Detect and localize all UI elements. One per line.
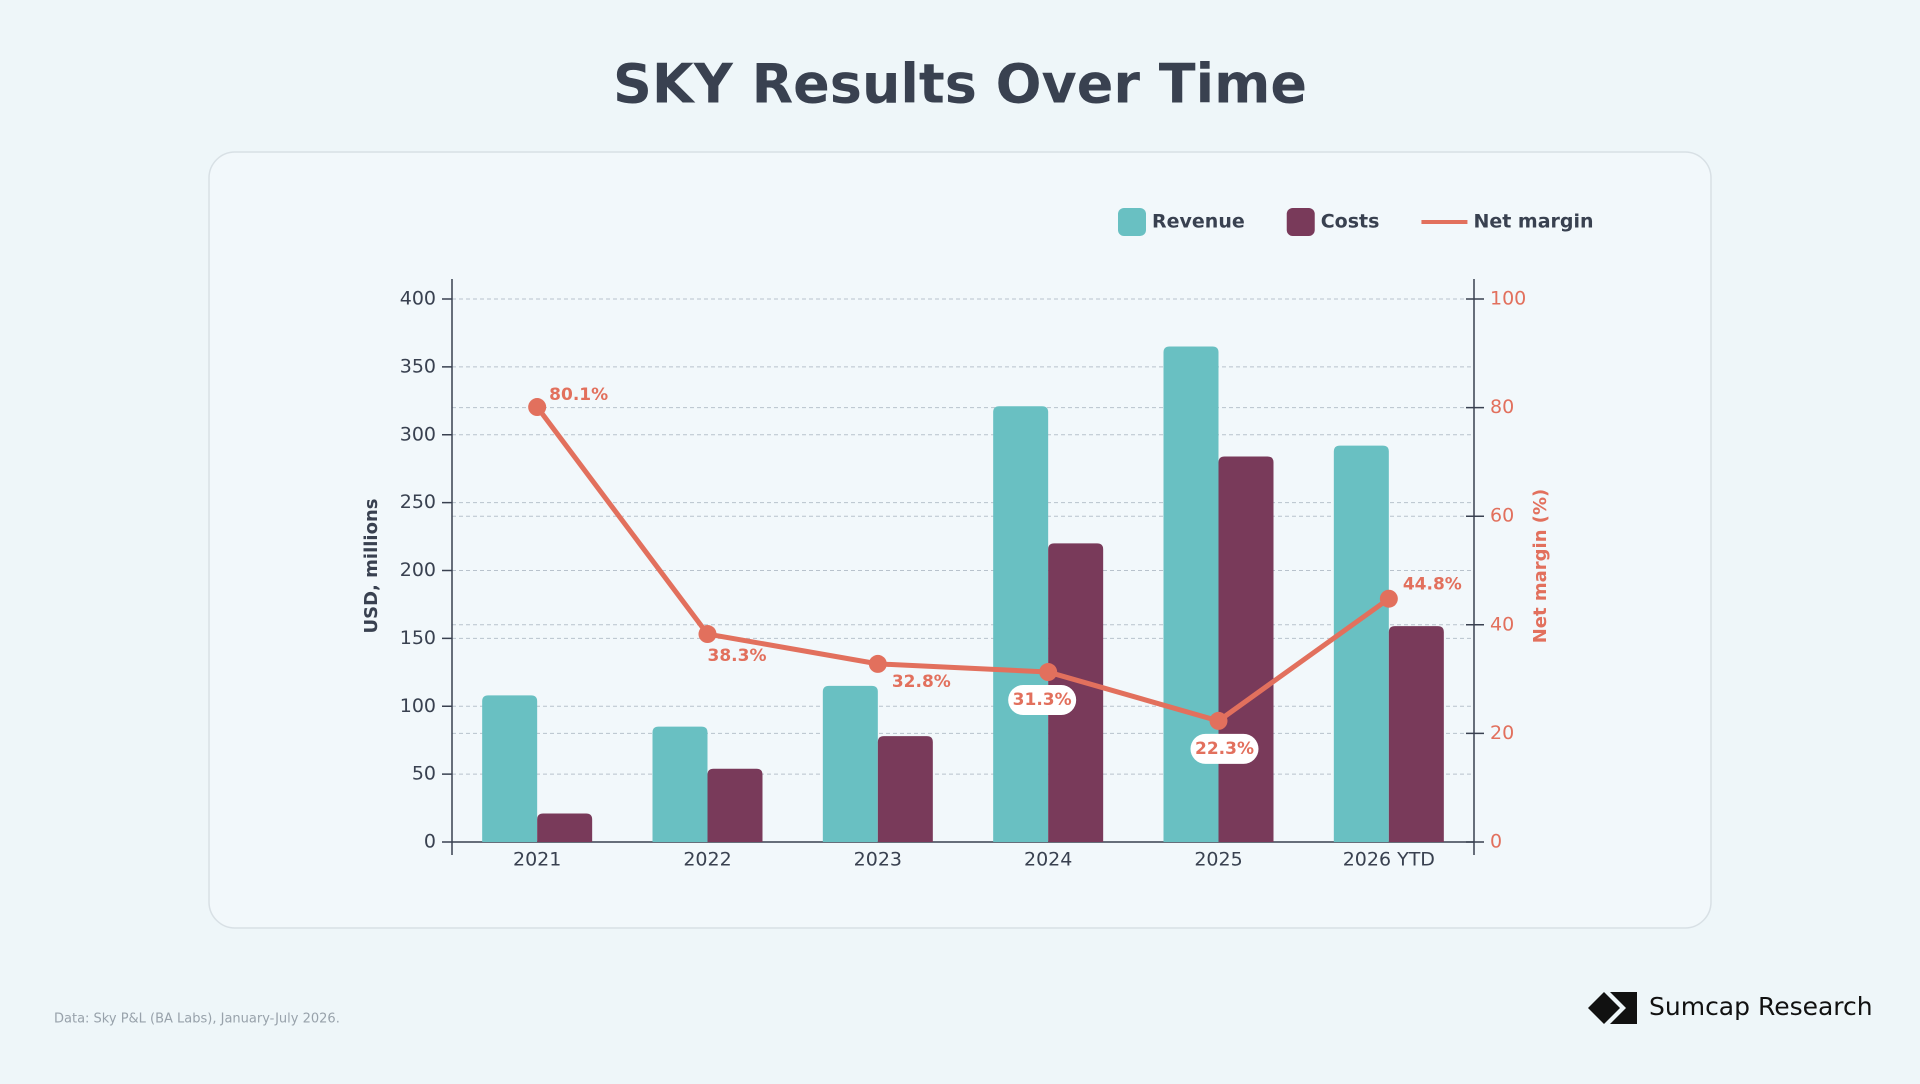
bar (993, 406, 1049, 842)
x-tick-label: 2024 (1024, 849, 1072, 871)
bar (652, 726, 708, 842)
data-label: 38.3% (708, 646, 767, 666)
legend-label: Revenue (1152, 211, 1245, 233)
y2-tick-label: 20 (1490, 722, 1514, 744)
y-tick-label: 50 (412, 763, 436, 785)
x-tick-label: 2021 (513, 849, 561, 871)
y-tick-label: 250 (400, 491, 436, 513)
label-pill (1008, 685, 1077, 716)
legend-item: Costs (1286, 208, 1380, 236)
y-tick-label: 300 (400, 423, 436, 445)
y-tick-label: 150 (400, 627, 436, 649)
bar (537, 813, 593, 842)
line-point (1209, 711, 1228, 730)
brand-name: Sumcap Research (1649, 992, 1873, 1021)
source-note: Data: Sky P&L (BA Labs), January-July 20… (54, 1012, 340, 1027)
y2-tick-label: 0 (1490, 831, 1502, 853)
x-tick-label: 2025 (1194, 849, 1242, 871)
y-tick-label: 100 (400, 695, 436, 717)
y2-tick-label: 100 (1490, 288, 1526, 310)
x-tick-label: 2023 (854, 849, 902, 871)
data-label: 22.3% (1195, 739, 1254, 759)
x-tick-label: 2026 YTD (1343, 849, 1435, 871)
label-pill (1190, 733, 1259, 764)
bar (1333, 445, 1389, 842)
brand-logo (1588, 992, 1637, 1024)
x-tick-label: 2022 (683, 849, 731, 871)
bar (877, 736, 933, 842)
legend-item: Revenue (1118, 208, 1245, 236)
y-tick-label: 0 (424, 831, 436, 853)
bar (1048, 543, 1104, 842)
bar (707, 768, 763, 842)
chart-title: SKY Results Over Time (613, 53, 1307, 116)
legend-label: Costs (1321, 211, 1380, 233)
line (535, 405, 1391, 724)
bar (822, 685, 878, 842)
y2-tick-label: 80 (1490, 396, 1514, 418)
data-label: 31.3% (1013, 690, 1072, 710)
data-label: 44.8% (1403, 575, 1462, 595)
legend-item: Net margin (1421, 211, 1594, 233)
y-tick-label: 200 (400, 559, 436, 581)
data-label: 80.1% (549, 385, 608, 405)
line-point (698, 625, 717, 644)
bar (1163, 346, 1219, 842)
bar (1388, 626, 1444, 842)
chart-card (208, 151, 1712, 929)
legend-swatch (1118, 208, 1146, 236)
bar (1218, 456, 1274, 842)
line-point (528, 398, 547, 417)
line-point (1379, 589, 1398, 608)
y2-tick-label: 60 (1490, 505, 1514, 527)
legend-swatch (1286, 208, 1315, 236)
y-axis-title: USD, millions (361, 499, 382, 634)
y-tick-label: 400 (400, 288, 436, 310)
line-point (868, 654, 887, 673)
y2-tick-label: 40 (1490, 613, 1514, 635)
bar (482, 695, 538, 842)
legend-label: Net margin (1473, 211, 1593, 233)
y-tick-label: 350 (400, 355, 436, 377)
data-label: 32.8% (892, 672, 951, 692)
y2-axis-title: Net margin (%) (1530, 489, 1551, 644)
line-point (1039, 663, 1058, 682)
